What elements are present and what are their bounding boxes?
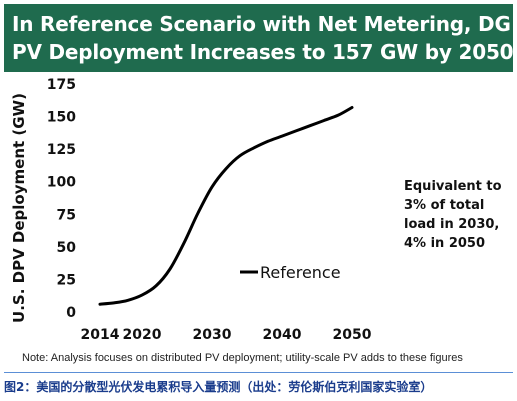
reference-series-line [98,106,354,306]
legend: Reference [240,263,341,282]
y-tick-label: 75 [57,207,76,223]
footnote: Note: Analysis focuses on distributed PV… [22,352,463,364]
line-chart: 0 25 50 75 100 125 150 175 2014 2020 2030 2040 2050… [10,77,502,343]
y-tick-label: 25 [57,272,76,288]
x-tick-label: 2020 [123,327,162,343]
y-tick-label: 50 [57,240,77,256]
y-axis-label: U.S. DPV Deployment (GW) [10,93,28,323]
x-tick-label: 2030 [193,327,232,343]
figure-caption: 图2：美国的分散型光伏发电累积导入量预测（出处：劳伦斯伯克利国家实验室） [4,372,513,398]
title-banner: In Reference Scenario with Net Metering,… [4,4,514,72]
annotation-text: Equivalent to 3% of total load in 2030, … [404,179,502,251]
x-tick-label: 2040 [263,327,302,343]
legend-label-reference: Reference [260,263,341,282]
x-tick-labels: 2014 2020 2030 2040 2050 [81,327,372,343]
x-tick-label: 2014 [81,327,120,343]
y-tick-label: 100 [47,175,76,191]
y-tick-label: 125 [47,142,76,158]
y-tick-label: 0 [66,305,76,321]
annotation-line-1: Equivalent to [404,179,502,194]
annotation-line-4: 4% in 2050 [404,236,485,251]
y-tick-label: 175 [47,77,76,93]
annotation-line-3: load in 2030, [404,217,499,232]
chart-title-line-2: PV Deployment Increases to 157 GW by 205… [12,40,514,64]
x-tick-label: 2050 [333,327,372,343]
chart-title-line-1: In Reference Scenario with Net Metering,… [12,12,511,36]
annotation-line-2: 3% of total [404,198,484,213]
y-tick-label: 150 [47,110,76,126]
y-tick-labels: 0 25 50 75 100 125 150 175 [47,77,76,321]
